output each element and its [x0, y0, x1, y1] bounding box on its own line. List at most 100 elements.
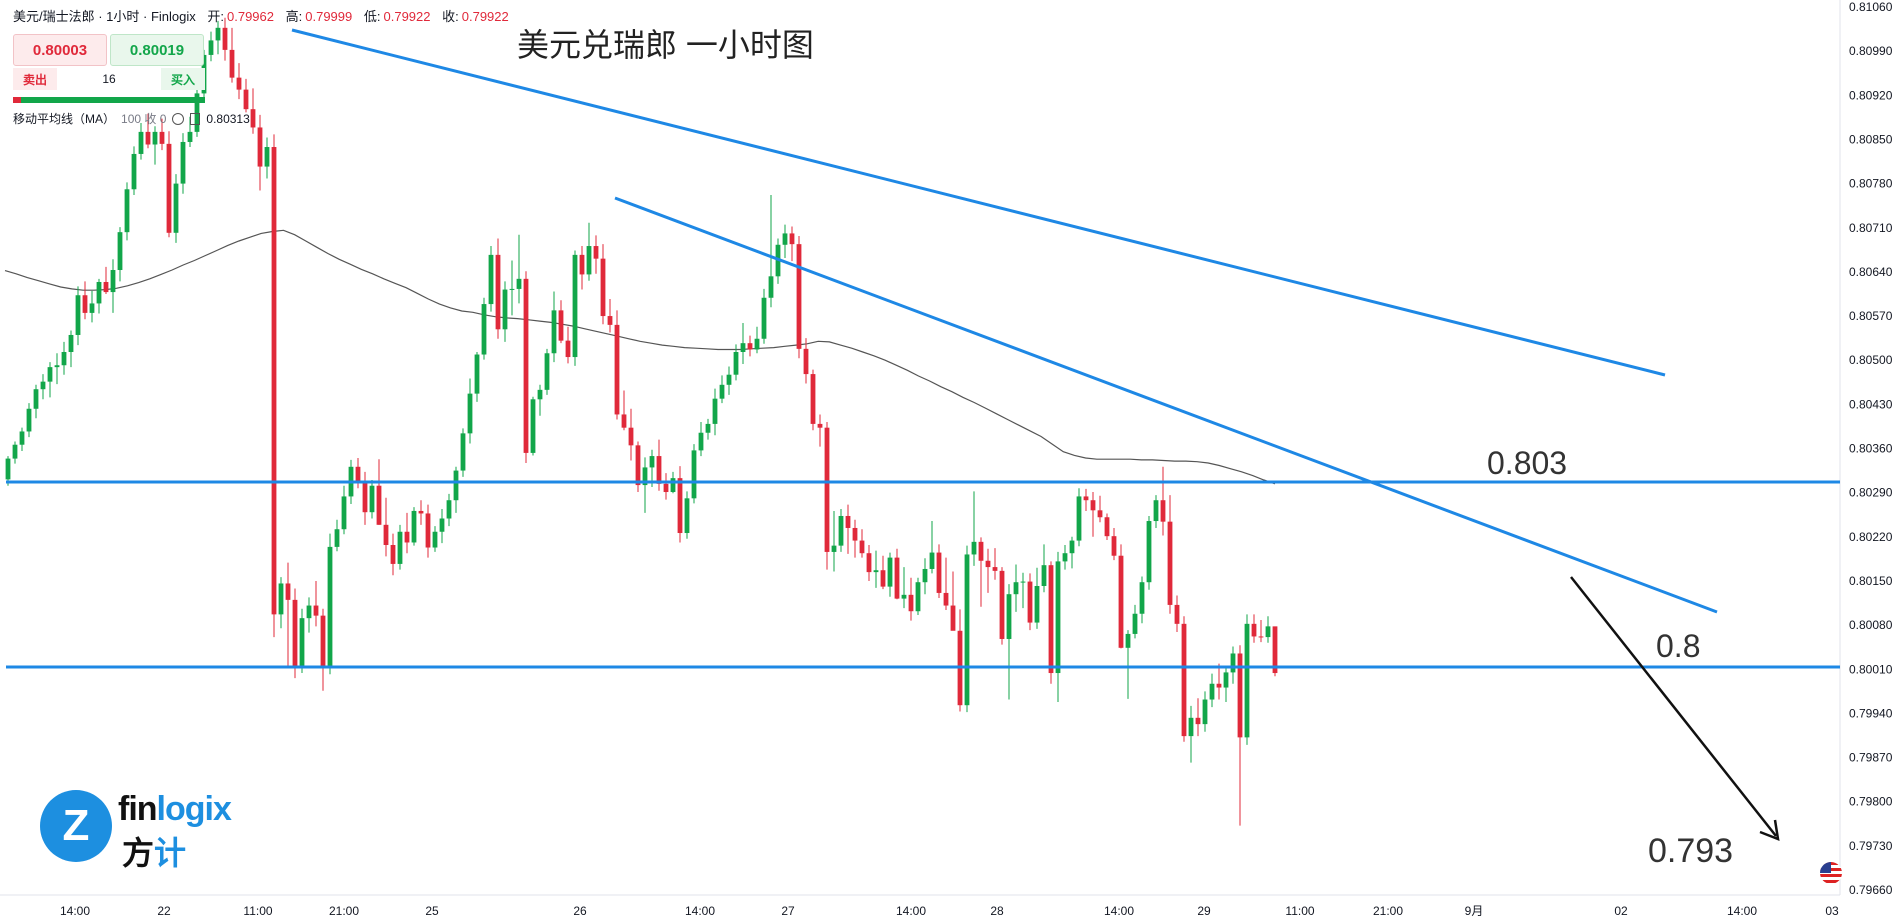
candle-body: [831, 545, 837, 552]
x-tick-label: 14:00: [1727, 904, 1757, 918]
candle-body: [544, 353, 550, 390]
candle-body: [621, 414, 627, 428]
y-tick-label: 0.80710: [1849, 221, 1893, 235]
candle-body: [593, 246, 599, 259]
candle-body: [40, 381, 46, 390]
y-tick-label: 0.81060: [1849, 0, 1893, 14]
candle-body: [1062, 553, 1068, 562]
indicator-legend[interactable]: 移动平均线（MA） 100 收 0 0.80313: [13, 110, 250, 127]
indicator-name: 移动平均线（MA）: [13, 112, 116, 126]
sell-price[interactable]: 0.80003: [13, 34, 107, 66]
candle-body: [250, 109, 256, 128]
candle-body: [341, 496, 347, 530]
candle-body: [1104, 517, 1110, 537]
candle-body: [502, 289, 508, 330]
candle-body: [89, 303, 95, 313]
candle-body: [635, 445, 641, 486]
candle-body: [880, 570, 886, 587]
candle-body: [677, 478, 683, 534]
candle-body: [117, 232, 123, 271]
candle-body: [1055, 561, 1061, 674]
settings-icon[interactable]: [172, 112, 185, 125]
candle-body: [5, 458, 11, 480]
buy-button[interactable]: 买入: [161, 68, 205, 90]
candle-body: [1083, 496, 1089, 501]
y-tick-label: 0.80360: [1849, 442, 1893, 456]
candle-body: [530, 399, 536, 453]
candle-body: [173, 183, 179, 233]
candle-body: [1244, 623, 1250, 738]
candle-body: [1076, 496, 1082, 541]
candle-body: [229, 49, 235, 78]
candle-body: [362, 483, 368, 513]
buy-price[interactable]: 0.80019: [110, 34, 204, 66]
candle-body: [1251, 623, 1257, 637]
candle-body: [334, 529, 340, 547]
candle-body: [719, 384, 725, 399]
candle-body: [1118, 555, 1124, 648]
candle-body: [425, 513, 431, 548]
close-value: 0.79922: [461, 9, 509, 24]
trade-subrow: 卖出 16 买入: [13, 68, 205, 90]
candle-body: [1006, 594, 1012, 639]
candle-body: [761, 297, 767, 339]
y-tick-label: 0.79870: [1849, 751, 1893, 765]
candle-body: [782, 233, 788, 245]
sell-button[interactable]: 卖出: [13, 68, 57, 90]
candle-body: [124, 189, 130, 233]
y-tick-label: 0.79800: [1849, 795, 1893, 809]
drawings-layer[interactable]: [6, 28, 1840, 841]
candle-body: [1258, 636, 1264, 638]
spread-value: 16: [102, 72, 116, 86]
candle-body: [327, 546, 333, 668]
delete-icon[interactable]: [190, 112, 201, 125]
candle-body: [642, 467, 648, 486]
x-tick-label: 28: [990, 904, 1004, 918]
logo-text-fin: fin: [118, 790, 158, 828]
candle-body: [733, 352, 739, 375]
candle-body: [572, 254, 578, 358]
level-label-08: 0.8: [1656, 628, 1700, 664]
level-label-0793: 0.793: [1648, 832, 1733, 870]
candle-body: [460, 433, 466, 471]
symbol-label[interactable]: 美元/瑞士法郎 · 1小时 · Finlogix: [13, 9, 196, 24]
candle-body: [747, 343, 753, 350]
candle-body: [68, 334, 74, 353]
candle-body: [1237, 653, 1243, 738]
candle-body: [558, 310, 564, 341]
candle-body: [971, 541, 977, 555]
candle-body: [1160, 500, 1166, 522]
projection-arrow[interactable]: [1570, 576, 1777, 837]
candle-body: [698, 432, 704, 451]
candle-body: [1230, 653, 1236, 673]
x-tick-label: 14:00: [685, 904, 715, 918]
time-axis[interactable]: 14:00 22 11:00 21:00 25 26 14:00 27 14:00 28 14:00…: [60, 904, 1839, 918]
candle-body: [586, 246, 592, 275]
candle-body: [264, 147, 270, 167]
low-value: 0.79922: [383, 9, 431, 24]
trendline-lower[interactable]: [614, 196, 1718, 614]
price-axis[interactable]: 0.81060 0.80990 0.80920 0.80850 0.80780 0.807…: [1849, 0, 1893, 897]
candle-body: [397, 531, 403, 564]
candle-body: [1034, 585, 1040, 623]
candle-body: [320, 615, 326, 668]
x-tick-label: 22: [157, 904, 171, 918]
x-tick-label: 14:00: [896, 904, 926, 918]
x-tick-label: 21:00: [1373, 904, 1403, 918]
candle-body: [1146, 521, 1152, 583]
y-tick-label: 0.80570: [1849, 309, 1893, 323]
candle-body: [614, 324, 620, 415]
candle-body: [789, 233, 795, 245]
candle-body: [187, 131, 193, 142]
candle-body: [152, 131, 158, 145]
candle-body: [1153, 500, 1159, 522]
trendline-upper[interactable]: [291, 28, 1666, 377]
high-label: 高:: [285, 9, 303, 24]
x-tick-label: 11:00: [1285, 904, 1314, 918]
candle-body: [376, 485, 382, 525]
candle-body: [208, 40, 214, 55]
candle-body: [404, 531, 410, 543]
open-value: 0.79962: [227, 9, 274, 24]
candle-body: [908, 594, 914, 612]
